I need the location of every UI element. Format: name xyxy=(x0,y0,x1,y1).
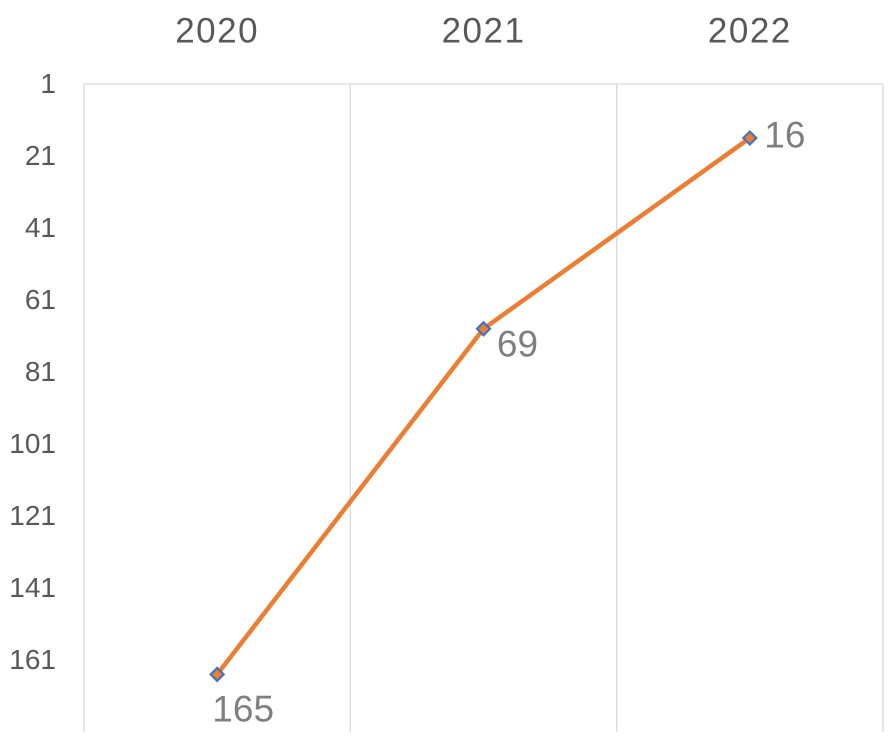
series-line xyxy=(214,135,753,677)
data-point-marker xyxy=(741,129,758,147)
data-point-marker xyxy=(209,666,226,683)
data-point-marker xyxy=(475,320,492,337)
